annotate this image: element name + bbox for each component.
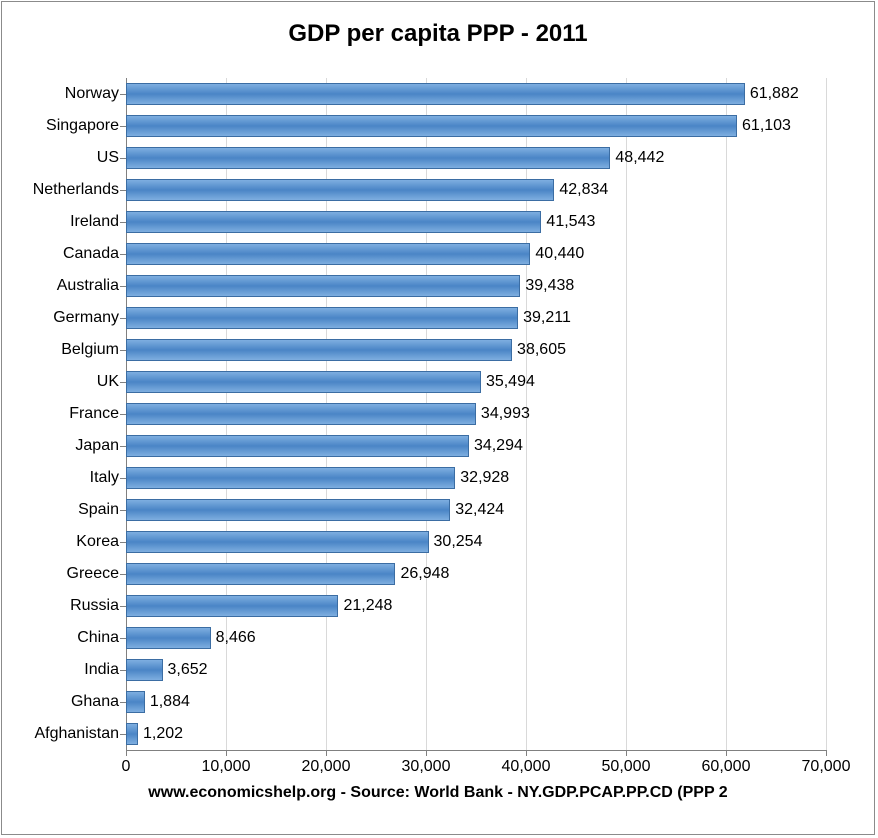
gridline xyxy=(626,78,627,750)
chart-footer: www.economicshelp.org - Source: World Ba… xyxy=(2,784,874,802)
bar-value-label: 26,948 xyxy=(400,565,449,583)
bar: 21,248Russia xyxy=(126,595,338,617)
category-label: UK xyxy=(97,373,119,391)
category-label: India xyxy=(84,661,119,679)
category-label: Singapore xyxy=(46,117,119,135)
bar: 1,202Afghanistan xyxy=(126,723,138,745)
category-label: Netherlands xyxy=(33,181,119,199)
bar-value-label: 40,440 xyxy=(535,245,584,263)
bar: 39,211Germany xyxy=(126,307,518,329)
category-label: Australia xyxy=(57,277,119,295)
category-label: Greece xyxy=(67,565,119,583)
bar: 61,103Singapore xyxy=(126,115,737,137)
x-tick-label: 60,000 xyxy=(702,758,751,776)
bar-value-label: 30,254 xyxy=(434,533,483,551)
bar: 34,993France xyxy=(126,403,476,425)
x-tick-label: 50,000 xyxy=(602,758,651,776)
bar-value-label: 32,928 xyxy=(460,469,509,487)
bar-value-label: 35,494 xyxy=(486,373,535,391)
bar-value-label: 34,294 xyxy=(474,437,523,455)
bar-value-label: 42,834 xyxy=(559,181,608,199)
bar: 41,543Ireland xyxy=(126,211,541,233)
bar: 32,424Spain xyxy=(126,499,450,521)
x-tick-label: 40,000 xyxy=(502,758,551,776)
category-label: Italy xyxy=(90,469,119,487)
bar-value-label: 39,438 xyxy=(525,277,574,295)
chart-title: GDP per capita PPP - 2011 xyxy=(2,20,874,48)
category-label: Norway xyxy=(65,85,119,103)
bar-value-label: 1,202 xyxy=(143,725,183,743)
category-label: Japan xyxy=(75,437,119,455)
x-tick-label: 0 xyxy=(122,758,131,776)
x-tick-label: 10,000 xyxy=(202,758,251,776)
bar: 35,494UK xyxy=(126,371,481,393)
bar-value-label: 21,248 xyxy=(343,597,392,615)
plot-area: 010,00020,00030,00040,00050,00060,00070,… xyxy=(126,78,826,750)
x-tick-label: 70,000 xyxy=(802,758,851,776)
bar: 8,466China xyxy=(126,627,211,649)
category-label: Korea xyxy=(76,533,119,551)
bar-value-label: 1,884 xyxy=(150,693,190,711)
category-label: Russia xyxy=(70,597,119,615)
bar: 34,294Japan xyxy=(126,435,469,457)
bar-value-label: 39,211 xyxy=(523,309,571,327)
category-label: China xyxy=(77,629,119,647)
bar: 39,438Australia xyxy=(126,275,520,297)
x-tick xyxy=(826,750,827,756)
bar: 30,254Korea xyxy=(126,531,429,553)
bar: 42,834Netherlands xyxy=(126,179,554,201)
category-label: Ghana xyxy=(71,693,119,711)
category-label: Belgium xyxy=(61,341,119,359)
bar-value-label: 61,103 xyxy=(742,117,791,135)
x-tick-label: 20,000 xyxy=(302,758,351,776)
category-label: Ireland xyxy=(70,213,119,231)
bar: 38,605Belgium xyxy=(126,339,512,361)
category-label: France xyxy=(69,405,119,423)
bar: 40,440Canada xyxy=(126,243,530,265)
x-tick-label: 30,000 xyxy=(402,758,451,776)
chart-frame: GDP per capita PPP - 2011 010,00020,0003… xyxy=(1,1,875,835)
x-axis-line xyxy=(126,750,826,751)
bar: 3,652India xyxy=(126,659,163,681)
bar: 26,948Greece xyxy=(126,563,395,585)
bar-value-label: 34,993 xyxy=(481,405,530,423)
category-label: US xyxy=(97,149,119,167)
category-label: Spain xyxy=(78,501,119,519)
gridline xyxy=(826,78,827,750)
bar-value-label: 8,466 xyxy=(216,629,256,647)
bar: 1,884Ghana xyxy=(126,691,145,713)
bar-value-label: 3,652 xyxy=(168,661,208,679)
bar-value-label: 38,605 xyxy=(517,341,566,359)
bar-value-label: 48,442 xyxy=(615,149,664,167)
category-label: Afghanistan xyxy=(34,725,119,743)
bar-value-label: 32,424 xyxy=(455,501,504,519)
bar: 48,442US xyxy=(126,147,610,169)
bar-value-label: 61,882 xyxy=(750,85,799,103)
bar: 32,928Italy xyxy=(126,467,455,489)
bar: 61,882Norway xyxy=(126,83,745,105)
category-label: Germany xyxy=(53,309,119,327)
gridline xyxy=(726,78,727,750)
bar-value-label: 41,543 xyxy=(546,213,595,231)
category-label: Canada xyxy=(63,245,119,263)
